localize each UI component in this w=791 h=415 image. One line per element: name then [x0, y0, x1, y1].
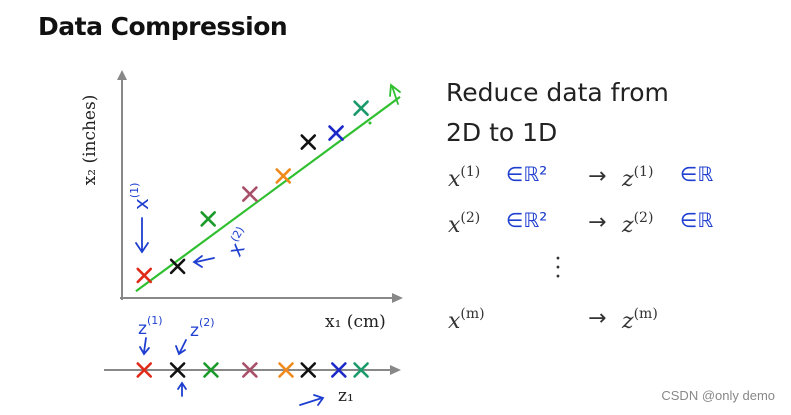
data-point-7 — [328, 125, 344, 141]
projected-point-6 — [300, 362, 317, 378]
data-point-5 — [275, 168, 292, 184]
xm-expr: x(m) — [448, 306, 485, 334]
projection-layer — [136, 362, 369, 378]
vertical-dots: · · · — [554, 247, 562, 290]
data-point-4 — [242, 186, 258, 202]
z1-note-arrow-icon — [139, 337, 150, 356]
points-layer — [136, 100, 369, 284]
x-axis-arrowhead — [392, 293, 403, 303]
heading-line-1: Reduce data from — [446, 78, 669, 107]
data-point-8 — [353, 100, 369, 116]
z1-note: z(1) — [138, 314, 163, 339]
data-point-3 — [200, 211, 216, 227]
y-axis-arrowhead — [117, 70, 127, 80]
z2-note-arrow-icon — [175, 339, 187, 356]
projected-point-5 — [278, 362, 294, 378]
zm-expr: z(m) — [622, 306, 658, 334]
x1-note-arrow-icon — [135, 217, 149, 254]
z-axis-arrowhead — [390, 365, 401, 375]
ink-dot — [368, 121, 372, 125]
map-arrow-1: → — [588, 164, 607, 189]
fit-line — [135, 95, 401, 293]
map-arrow-2: → — [588, 210, 607, 235]
z2-note: z(2) — [190, 316, 215, 341]
map-arrow-m: → — [588, 306, 607, 331]
x2-space: ∈ℝ² — [506, 208, 548, 232]
heading-line-2: 2D to 1D — [446, 118, 558, 147]
projected-point-8 — [353, 362, 369, 378]
x2-expr: x(2) — [448, 210, 481, 238]
x-axis-label: x₁ (cm) — [325, 312, 386, 332]
x1-note: x(1) — [128, 182, 153, 210]
data-point-6 — [300, 134, 317, 150]
z2-space: ∈ℝ — [680, 208, 714, 232]
projected-point-4 — [242, 362, 258, 378]
projected-point-1 — [136, 362, 153, 378]
watermark: CSDN @only demo — [661, 388, 775, 403]
under-arrow-icon — [177, 381, 187, 397]
x1-expr: x(1) — [448, 164, 481, 192]
z1-expr: z(1) — [622, 164, 654, 192]
projected-point-7 — [331, 362, 347, 378]
z-axis-label: z₁ — [338, 386, 354, 406]
y-axis-label: x₂ (inches) — [80, 94, 100, 186]
projected-point-2 — [169, 362, 186, 378]
z-direction-arrow-icon — [299, 394, 325, 406]
data-point-2 — [169, 258, 186, 275]
x1-space: ∈ℝ² — [506, 162, 548, 186]
corner-arrow-icon — [389, 83, 401, 105]
data-point-1 — [136, 267, 153, 284]
x2-note-arrow-icon — [192, 255, 215, 268]
z1-space: ∈ℝ — [680, 162, 714, 186]
projected-point-3 — [203, 362, 219, 378]
slide-title: Data Compression — [38, 12, 288, 41]
z2-expr: z(2) — [622, 210, 654, 238]
